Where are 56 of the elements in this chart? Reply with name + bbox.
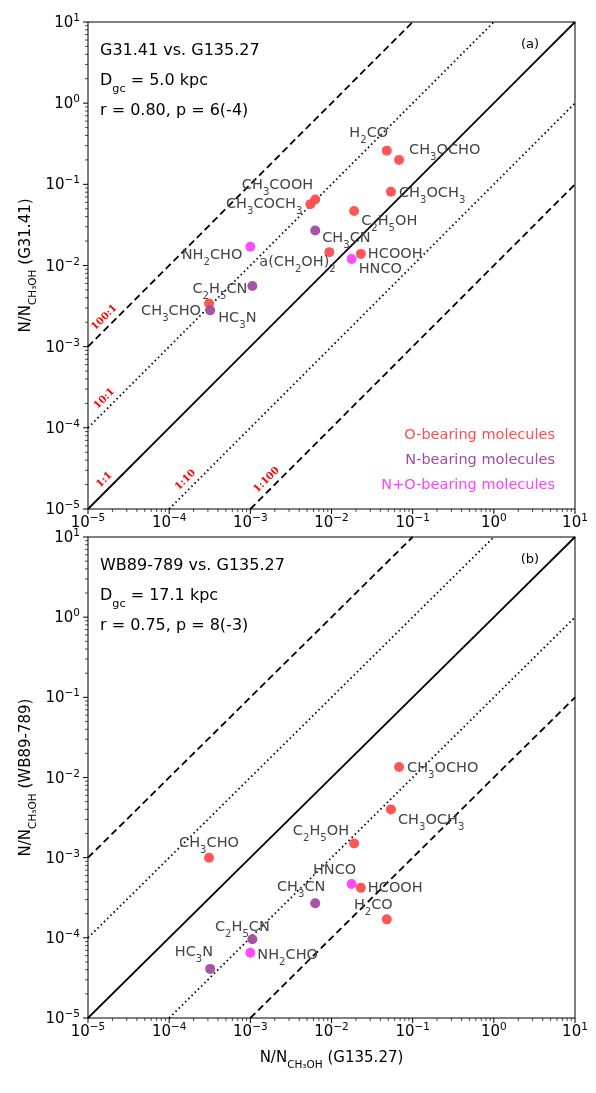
annotation: C$_{2}$H$_{5}$CN — [214, 918, 270, 939]
text: O-bearing molecules — [404, 426, 555, 442]
x-tick-label: 10$^{1}$ — [562, 511, 588, 531]
y-tick-label: 10$^{0}$ — [54, 92, 80, 113]
annotation: (a) — [520, 36, 540, 51]
y-tick-label: 10$^{−1}$ — [45, 173, 80, 194]
x-tick-label: 10$^{0}$ — [480, 1020, 507, 1040]
text: 1:1 — [93, 469, 114, 490]
annotation: CH$_{3}$COOH — [241, 175, 314, 197]
y-tick-label: 10$^{1}$ — [54, 526, 80, 546]
annotation: G31.41 vs. G135.27 — [100, 40, 260, 59]
annotation: D$_{gc}$ = 17.1 kpc — [100, 585, 219, 610]
annotation: r = 0.75, p = 8(-3) — [100, 615, 249, 634]
y-tick-label: 10$^{−1}$ — [45, 686, 80, 707]
x-axis-title: N/N$_{CH₃OH}$ (G135.27) — [259, 1048, 404, 1070]
annotation: CH$_{3}$CHO — [179, 833, 240, 855]
x-tick-label: 10$^{1}$ — [562, 1020, 588, 1040]
annotation: CH$_{3}$OCHO — [407, 759, 479, 780]
x-tick-label: 10$^{−3}$ — [233, 511, 268, 531]
y-tick-label: 10$^{0}$ — [54, 606, 80, 627]
annotation: (b) — [520, 551, 540, 566]
annotation: CH$_{3}$CN — [276, 878, 326, 899]
x-tick-label: 10$^{−4}$ — [151, 1020, 187, 1040]
x-tick-label: 10$^{−2}$ — [314, 511, 349, 531]
text: N+O-bearing molecules — [381, 476, 555, 492]
annotation: WB89-789 vs. G135.27 — [100, 555, 285, 574]
y-tick-label: 10$^{−4}$ — [45, 416, 81, 437]
annotation: HCOOH — [367, 878, 423, 895]
y-tick-label: 10$^{−4}$ — [45, 926, 81, 947]
x-tick-label: 10$^{−4}$ — [151, 511, 187, 531]
x-tick-label: 10$^{0}$ — [480, 511, 507, 531]
annotation: HNCO — [358, 260, 402, 277]
annotation: HC$_{3}$N — [174, 942, 214, 964]
annotation: C$_{2}$H$_{5}$OH — [292, 821, 350, 843]
annotation: HNCO — [312, 860, 357, 877]
annotation: HC$_{3}$N — [218, 309, 257, 330]
annotation: H$_{2}$CO — [349, 123, 389, 145]
y-tick-label: 10$^{−2}$ — [45, 254, 80, 275]
x-tick-label: 10$^{−2}$ — [314, 1020, 349, 1040]
annotation: D$_{gc}$ = 5.0 kpc — [100, 70, 208, 95]
annotation: HCOOH — [367, 244, 423, 261]
y-tick-label: 10$^{1}$ — [54, 11, 80, 31]
annotation: r = 0.80, p = 6(-4) — [100, 100, 249, 119]
annotation: NH$_{2}$CHO — [257, 945, 318, 967]
annotation: CH$_{3}$OCH$_{3}$ — [397, 811, 465, 832]
annotation: H$_{2}$CO — [353, 896, 393, 917]
annotation: NH$_{2}$CHO — [181, 245, 243, 267]
text: N-bearing molecules — [405, 451, 555, 467]
annotation: CH$_{3}$CHO — [141, 301, 202, 323]
x-tick-label: 10$^{−1}$ — [395, 1020, 430, 1040]
y-tick-label: 10$^{−3}$ — [45, 335, 80, 356]
y-tick-label: 10$^{−2}$ — [45, 766, 80, 787]
y-tick-label: 10$^{−3}$ — [45, 846, 80, 867]
x-tick-label: 10$^{−1}$ — [395, 511, 430, 531]
annotation: CH$_{3}$COCH$_{3}$ — [225, 195, 303, 216]
x-tick-label: 10$^{−3}$ — [233, 1020, 268, 1040]
